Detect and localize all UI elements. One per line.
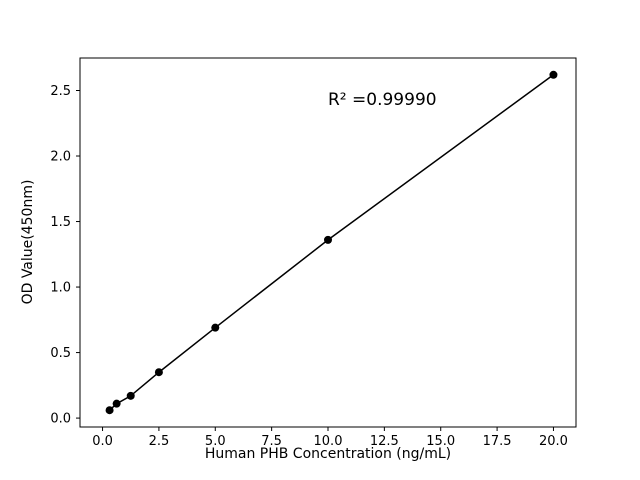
data-point: [324, 235, 332, 244]
x-axis-label: Human PHB Concentration (ng/mL): [204, 446, 452, 462]
x-tick-label: 17.5: [483, 434, 512, 449]
y-tick-label: 2.0: [50, 150, 71, 165]
x-tick-label: 15.0: [426, 434, 455, 449]
data-point: [126, 391, 135, 400]
y-tick-label: 2.5: [50, 84, 71, 99]
x-tick-label: 12.5: [370, 434, 399, 449]
r-squared-annotation: R² =0.99990: [328, 90, 437, 110]
x-tick-label: 10.0: [314, 434, 343, 449]
data-point: [105, 406, 114, 415]
y-tick-label: 0.5: [50, 346, 71, 361]
x-tick-label: 7.5: [261, 434, 282, 449]
data-point: [549, 70, 558, 79]
y-tick-label: 1.0: [50, 281, 71, 296]
x-tick-label: 5.0: [205, 434, 226, 449]
x-tick-label: 20.0: [539, 434, 568, 449]
y-axis-label: OD Value(450nm): [20, 179, 36, 305]
data-point: [154, 368, 163, 377]
data-point: [112, 399, 121, 408]
fit-line: [109, 74, 554, 411]
data-point: [211, 323, 220, 332]
x-tick-label: 2.5: [149, 434, 170, 449]
y-tick-label: 0.0: [50, 412, 71, 427]
y-tick-label: 1.5: [50, 215, 71, 230]
x-tick-label: 0.0: [92, 434, 113, 449]
